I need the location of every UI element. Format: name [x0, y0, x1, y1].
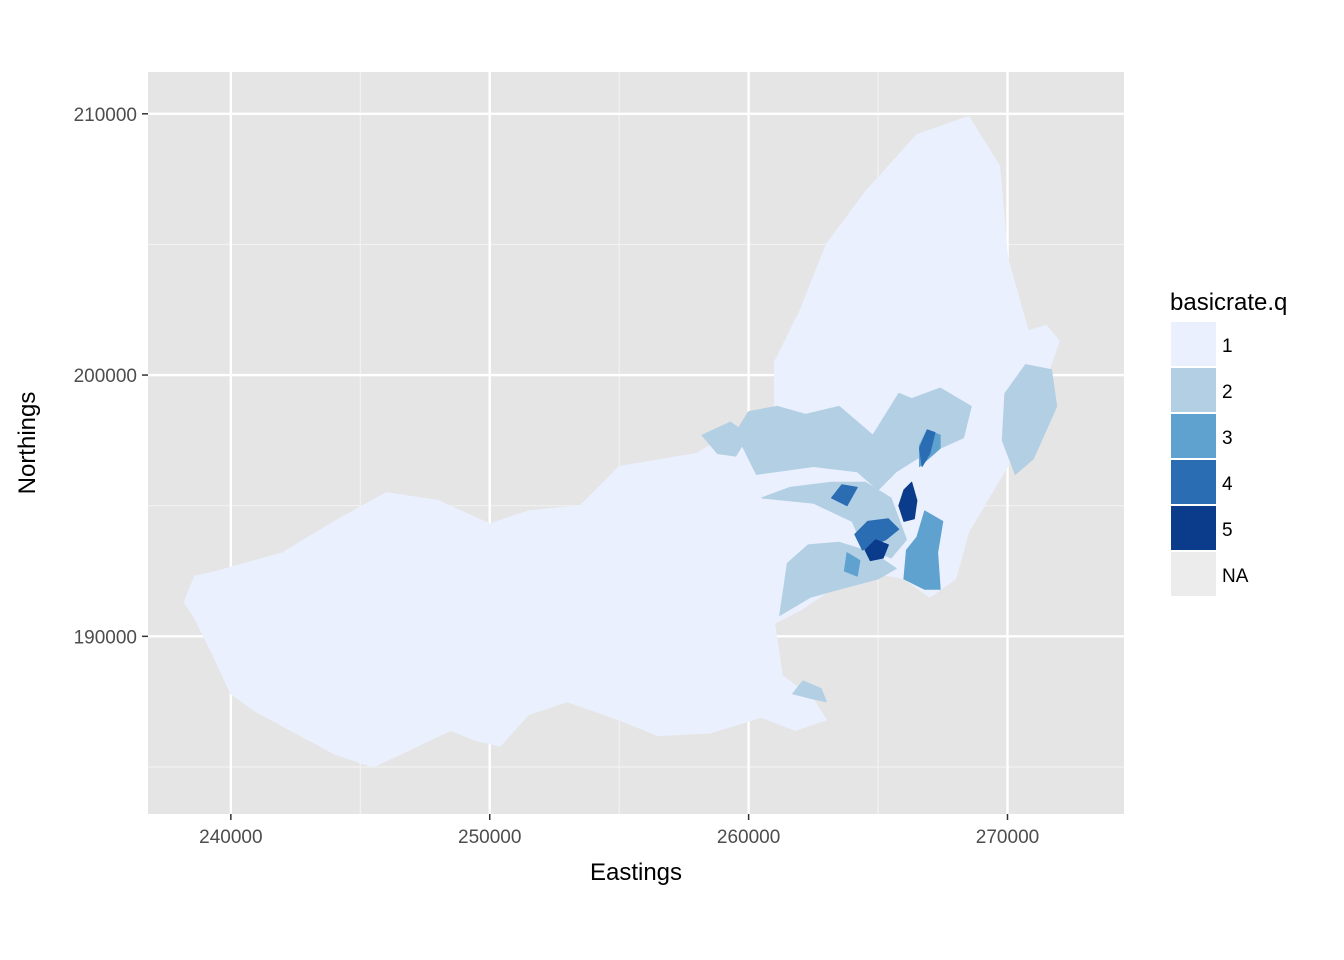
region-class-2 [735, 387, 972, 491]
x-tick-label: 270000 [976, 827, 1039, 848]
region-class-4 [919, 429, 936, 467]
region-class-5 [864, 539, 889, 562]
region-class-3 [903, 510, 944, 590]
y-axis: 190000 200000 210000 [74, 105, 148, 648]
legend-label: 5 [1222, 520, 1233, 541]
legend: basicrate.q 1 2 3 4 5 NA [1170, 289, 1287, 596]
y-tick-label: 190000 [74, 627, 137, 648]
legend-key-NA [1171, 552, 1216, 596]
region-class-2 [792, 680, 827, 703]
region-class-4 [831, 484, 858, 507]
region-class-2 [701, 421, 750, 457]
legend-key-4 [1171, 460, 1216, 504]
legend-title: basicrate.q [1170, 289, 1287, 316]
y-tick-label: 210000 [74, 105, 137, 126]
map-regions [183, 115, 1060, 768]
y-tick-label: 200000 [74, 366, 137, 387]
legend-key-3 [1171, 414, 1216, 458]
region-class-4 [854, 518, 900, 551]
legend-key-5 [1171, 506, 1216, 550]
region-class-5 [898, 481, 918, 522]
legend-label: 2 [1222, 382, 1233, 403]
legend-key-1 [1171, 322, 1216, 366]
region-class-3 [843, 552, 861, 577]
region-class-2 [1001, 364, 1058, 475]
y-axis-title: Northings [14, 392, 41, 495]
region-class-2 [779, 541, 897, 616]
legend-label: NA [1222, 566, 1249, 587]
x-tick-label: 250000 [458, 827, 521, 848]
legend-label: 4 [1222, 474, 1233, 495]
legend-label: 3 [1222, 428, 1233, 449]
legend-label: 1 [1222, 336, 1233, 357]
x-tick-label: 240000 [199, 827, 262, 848]
x-axis: 240000 250000 260000 270000 [199, 814, 1039, 848]
x-tick-label: 260000 [717, 827, 780, 848]
region-class-1 [183, 115, 1060, 768]
x-axis-title: Eastings [590, 859, 682, 886]
legend-key-2 [1171, 368, 1216, 412]
